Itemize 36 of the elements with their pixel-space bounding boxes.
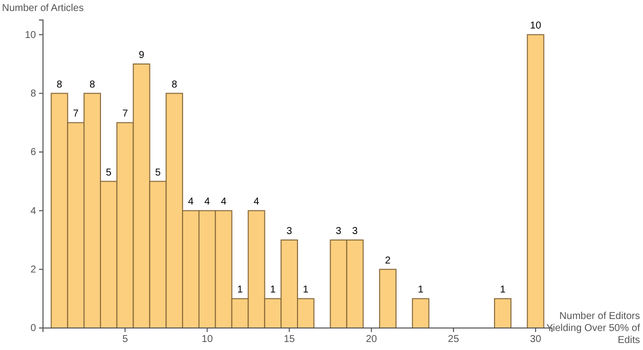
- data-label: 10: [530, 20, 542, 32]
- data-label: 7: [73, 108, 80, 120]
- data-label: 4: [188, 196, 194, 208]
- data-label: 2: [385, 255, 392, 266]
- x-tick-label: 15: [284, 334, 296, 346]
- data-label: 9: [138, 50, 145, 61]
- y-tick-label: 8: [30, 88, 36, 100]
- data-label: 5: [106, 167, 112, 178]
- data-label: 8: [56, 79, 63, 90]
- y-tick-label: 0: [30, 323, 36, 334]
- y-tick-label: 2: [30, 264, 36, 276]
- data-label: 5: [155, 167, 162, 178]
- x-tick-label: 5: [122, 334, 128, 346]
- data-label: 1: [418, 284, 424, 296]
- data-label: 3: [352, 226, 358, 237]
- data-label: 4: [220, 196, 227, 208]
- x-tick-label: 25: [448, 334, 460, 346]
- y-tick-label: 4: [30, 206, 36, 217]
- data-label: 1: [500, 284, 506, 296]
- y-tick-label: 10: [24, 30, 36, 41]
- data-label: 3: [336, 226, 342, 237]
- x-tick-label: 30: [530, 334, 542, 346]
- data-label: 7: [122, 108, 128, 120]
- x-tick-label: 20: [366, 334, 378, 346]
- y-axis-title: Number of Articles: [2, 3, 84, 14]
- data-label: 4: [254, 196, 260, 208]
- data-label: 3: [286, 226, 293, 237]
- x-axis-title: Number of Editors Yielding Over 50% of Edits: [546, 311, 640, 346]
- data-label: 8: [89, 79, 96, 90]
- data-label: 1: [270, 284, 276, 296]
- x-tick-label: 10: [202, 334, 214, 346]
- data-label: 8: [172, 79, 178, 90]
- y-tick-label: 6: [30, 147, 36, 158]
- data-label: 1: [302, 284, 309, 296]
- data-label: 1: [237, 284, 244, 296]
- data-label: 4: [204, 196, 210, 208]
